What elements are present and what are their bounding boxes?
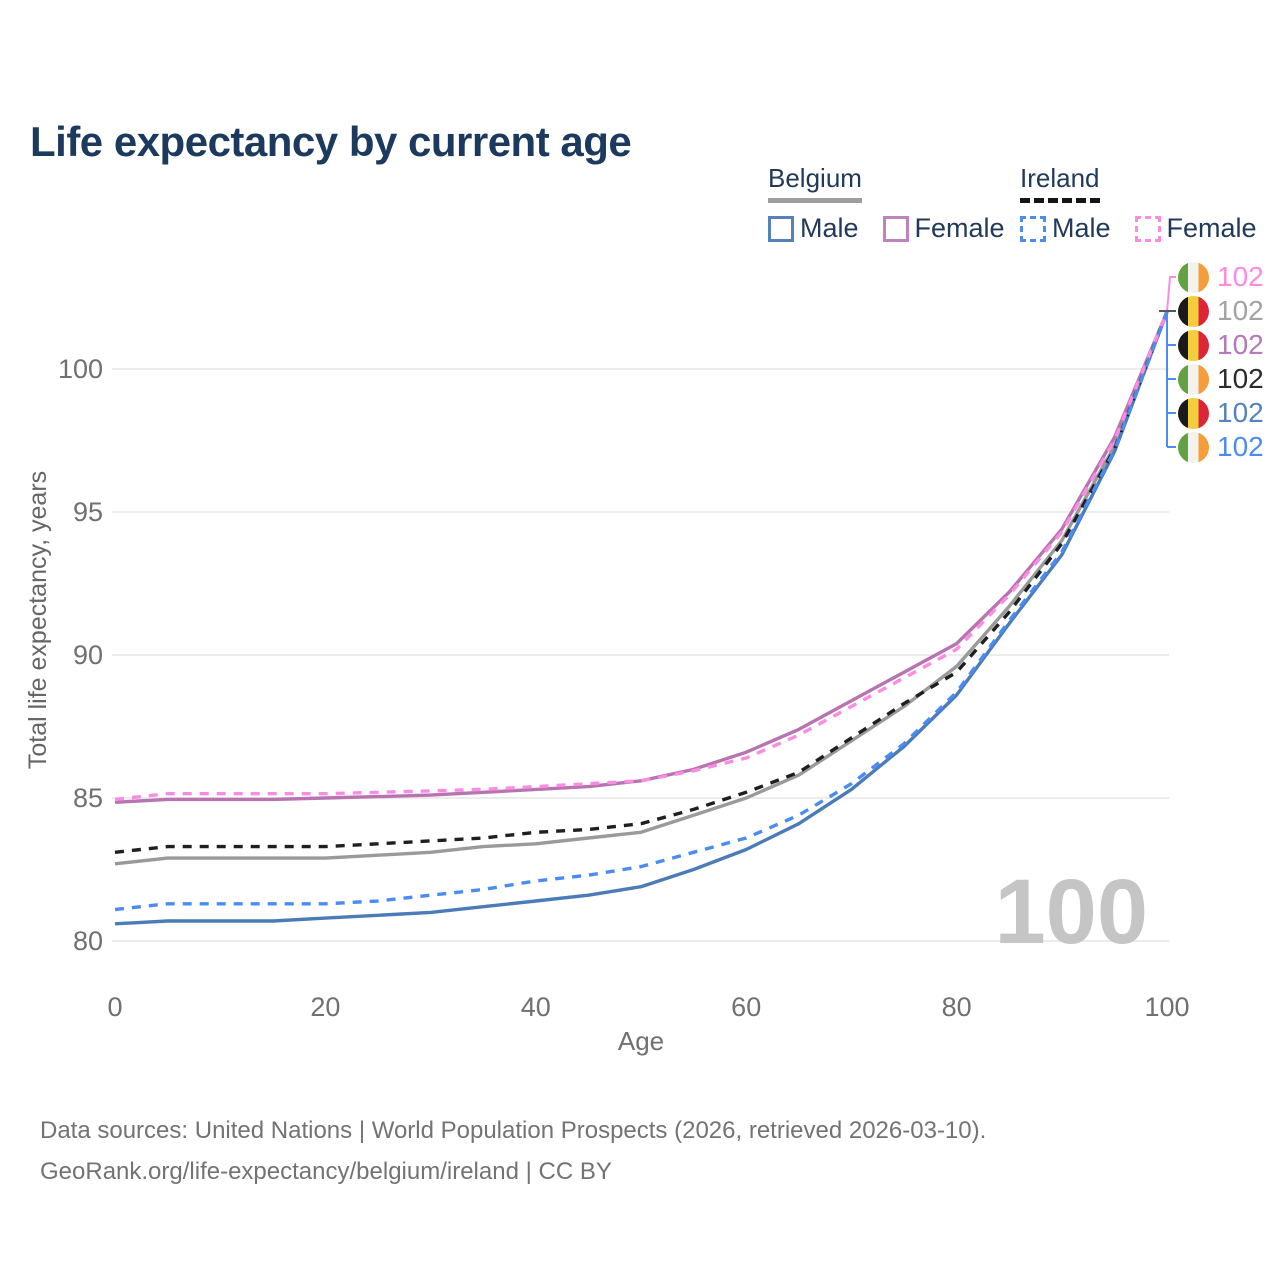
page-title: Life expectancy by current age <box>30 118 632 166</box>
age-counter-watermark: 100 <box>994 861 1149 963</box>
y-tick-label: 100 <box>58 354 103 384</box>
series-line-ireland-both[interactable] <box>114 311 1169 854</box>
legend-item-label: Male <box>1052 213 1111 243</box>
x-axis-title: Age <box>618 1026 664 1056</box>
footer-data-sources: Data sources: United Nations | World Pop… <box>40 1117 987 1144</box>
x-tick-label: 100 <box>1144 992 1189 1022</box>
series-line-ireland-male[interactable] <box>114 311 1169 912</box>
end-label-row-ireland[interactable]: 102 <box>1178 431 1264 463</box>
legend-group-belgium: Belgium Male Female <box>768 163 1029 244</box>
legend-item-label: Male <box>800 213 859 243</box>
legend-swatch-icon <box>1134 215 1161 242</box>
belgium-flag-icon <box>1178 295 1209 327</box>
series-line-belgium-female[interactable] <box>114 311 1169 804</box>
legend-item-belgium-male[interactable]: Male <box>768 213 859 244</box>
legend-swatch-icon <box>882 215 909 242</box>
leader-line-top <box>1166 276 1176 312</box>
x-tick-label: 80 <box>942 992 972 1022</box>
belgium-flag-icon <box>1178 329 1209 361</box>
x-tick-label: 40 <box>521 992 551 1022</box>
end-label-row-belgium[interactable]: 102 <box>1178 329 1264 361</box>
series-line-ireland-female[interactable] <box>114 311 1169 802</box>
x-tick-label: 20 <box>310 992 340 1022</box>
y-axis-title: Total life expectancy, years <box>24 471 52 769</box>
end-label-value: 102 <box>1217 431 1264 462</box>
end-label-value: 102 <box>1217 397 1264 428</box>
legend-country-label[interactable]: Ireland <box>1020 163 1100 203</box>
end-label-row-ireland[interactable]: 102 <box>1178 363 1264 395</box>
y-tick-label: 85 <box>73 783 103 813</box>
legend-item-ireland-male[interactable]: Male <box>1020 213 1111 244</box>
x-tick-label: 60 <box>731 992 761 1022</box>
end-label-row-belgium[interactable]: 102 <box>1178 397 1264 429</box>
belgium-flag-icon <box>1178 397 1209 429</box>
y-tick-label: 90 <box>73 640 103 670</box>
legend-country-label[interactable]: Belgium <box>768 163 862 203</box>
end-label-row-ireland[interactable]: 102 <box>1178 261 1264 293</box>
legend-group-ireland: Ireland Male Female <box>1020 163 1280 244</box>
end-label-row-belgium[interactable]: 102 <box>1178 295 1264 327</box>
x-tick-label: 0 <box>107 992 122 1022</box>
y-tick-label: 95 <box>73 497 103 527</box>
y-tick-label: 80 <box>73 926 103 956</box>
legend-item-label: Female <box>914 213 1005 243</box>
ireland-flag-icon <box>1178 431 1209 463</box>
footer-attribution: GeoRank.org/life-expectancy/belgium/irel… <box>40 1158 612 1185</box>
ireland-flag-icon <box>1178 363 1209 395</box>
legend-swatch-icon <box>768 215 794 242</box>
footer: Data sources: United Nations | World Pop… <box>40 1110 986 1192</box>
legend-item-ireland-female[interactable]: Female <box>1134 213 1257 244</box>
end-label-value: 102 <box>1217 261 1264 292</box>
ireland-flag-icon <box>1178 261 1209 293</box>
series-line-belgium-both[interactable] <box>114 311 1169 866</box>
legend-item-belgium-female[interactable]: Female <box>882 213 1005 244</box>
end-label-value: 102 <box>1217 329 1264 360</box>
end-label-value: 102 <box>1217 363 1264 394</box>
end-label-value: 102 <box>1217 295 1264 326</box>
legend-item-label: Female <box>1166 213 1257 243</box>
legend-swatch-icon <box>1020 215 1046 242</box>
